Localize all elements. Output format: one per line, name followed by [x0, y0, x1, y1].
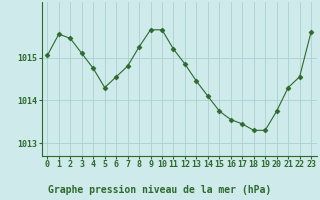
Text: Graphe pression niveau de la mer (hPa): Graphe pression niveau de la mer (hPa): [48, 185, 272, 195]
